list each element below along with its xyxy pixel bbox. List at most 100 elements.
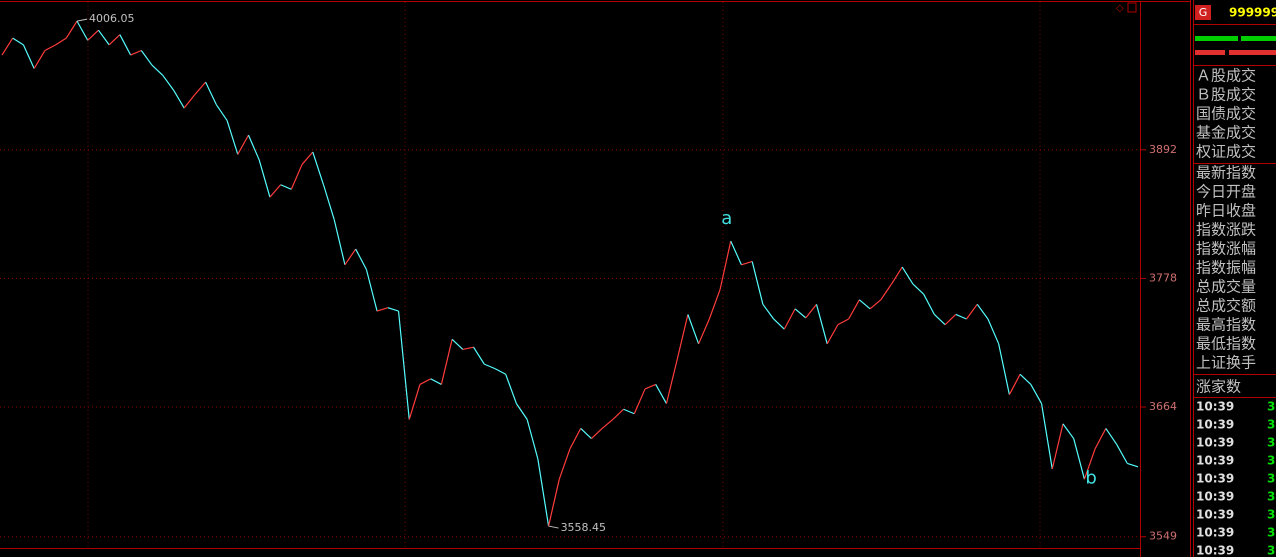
price-segment	[783, 308, 796, 330]
price-segment	[65, 20, 78, 39]
annotation: a	[721, 208, 732, 229]
price-segment	[1094, 428, 1107, 450]
price-segment	[591, 427, 603, 440]
tick-time: 10:39	[1196, 400, 1234, 414]
price-segment	[484, 363, 496, 370]
toolbar-icon[interactable]: ◇	[1116, 3, 1124, 14]
tick-value: 3	[1267, 490, 1275, 504]
price-segment	[44, 44, 56, 52]
price-segment	[119, 34, 132, 56]
tick-value: 3	[1267, 526, 1275, 540]
tick-time: 10:39	[1196, 472, 1234, 486]
code-badge	[1195, 5, 1211, 20]
price-segment	[322, 184, 335, 220]
tick-time: 10:39	[1196, 436, 1234, 450]
tick-time: 10:39	[1196, 490, 1234, 504]
price-segment	[237, 134, 250, 155]
price-segment	[151, 64, 164, 76]
panel-label: 最高指数	[1196, 316, 1256, 334]
price-segment	[848, 299, 860, 320]
price-segment	[473, 346, 485, 365]
price-segment	[741, 260, 753, 266]
price-segment	[869, 299, 882, 310]
tick-value: 3	[1267, 544, 1275, 557]
volume-bar	[1241, 36, 1276, 41]
price-segment	[419, 378, 431, 385]
price-segment	[698, 318, 710, 345]
price-segment	[826, 324, 839, 345]
price-segment	[987, 318, 1000, 345]
price-segment	[355, 248, 367, 270]
price-segment	[1116, 443, 1128, 464]
symbol[interactable]: 999999	[1229, 6, 1276, 20]
price-segment	[55, 37, 67, 46]
price-segment	[891, 266, 903, 285]
y-tick-label: 3778	[1149, 271, 1177, 284]
tick-time: 10:39	[1196, 508, 1234, 522]
price-segment	[290, 164, 303, 190]
price-segment	[76, 20, 89, 41]
price-segment	[408, 384, 421, 420]
price-segment	[440, 339, 453, 385]
tick-time: 10:39	[1196, 418, 1234, 432]
price-segment	[451, 338, 464, 350]
price-segment	[505, 374, 517, 404]
price-segment	[623, 408, 635, 415]
price-segment	[794, 308, 807, 319]
price-segment	[955, 313, 967, 320]
price-segment	[280, 184, 292, 190]
price-segment	[805, 303, 817, 319]
panel-label: 涨家数	[1196, 378, 1241, 396]
tick-value: 3	[1267, 454, 1275, 468]
tick-time: 10:39	[1196, 544, 1234, 557]
price-segment	[462, 346, 474, 351]
price-segment	[837, 318, 849, 326]
extreme-pointer	[76, 18, 88, 22]
price-segment	[730, 240, 743, 266]
price-segment	[751, 261, 764, 305]
price-segment	[537, 458, 550, 527]
price-segment	[858, 299, 871, 310]
price-segment	[526, 419, 539, 460]
price-segment	[633, 388, 646, 414]
price-segment	[933, 314, 946, 326]
price-segment	[1127, 462, 1139, 468]
price-segment	[247, 134, 260, 161]
toolbar-icon[interactable]	[1127, 2, 1137, 13]
price-segment	[719, 241, 732, 290]
price-segment	[558, 448, 571, 480]
panel-label: 权证成交	[1196, 143, 1256, 161]
panel-label: 指数振幅	[1196, 259, 1256, 277]
price-segment	[183, 94, 196, 109]
price-segment	[130, 49, 142, 56]
price-segment	[773, 318, 785, 330]
price-segment	[515, 403, 528, 420]
price-segment	[547, 479, 560, 527]
price-segment	[901, 266, 914, 285]
panel-label: 最新指数	[1196, 164, 1256, 182]
price-segment	[1105, 428, 1118, 445]
price-segment	[97, 29, 110, 46]
panel-label: Ａ股成交	[1196, 67, 1256, 85]
price-segment	[644, 383, 656, 390]
price-segment	[601, 418, 614, 429]
price-segment	[258, 159, 271, 198]
price-segment	[1030, 384, 1043, 404]
price-segment	[312, 151, 325, 185]
price-segment	[1, 37, 14, 56]
panel-label: 指数涨幅	[1196, 240, 1256, 258]
price-segment	[1051, 423, 1064, 470]
price-segment	[194, 81, 207, 95]
extreme-pointer	[548, 525, 559, 529]
price-segment	[612, 408, 624, 420]
tick-value: 3	[1267, 472, 1275, 486]
price-segment	[1073, 438, 1085, 480]
panel-label: Ｂ股成交	[1196, 86, 1256, 104]
price-segment	[687, 314, 700, 345]
volume-bar	[1229, 50, 1276, 55]
price-segment	[708, 289, 721, 320]
panel-label: 总成交额	[1196, 297, 1256, 315]
price-segment	[912, 283, 925, 295]
price-segment	[998, 343, 1010, 395]
panel-label: 上证换手	[1196, 354, 1256, 372]
